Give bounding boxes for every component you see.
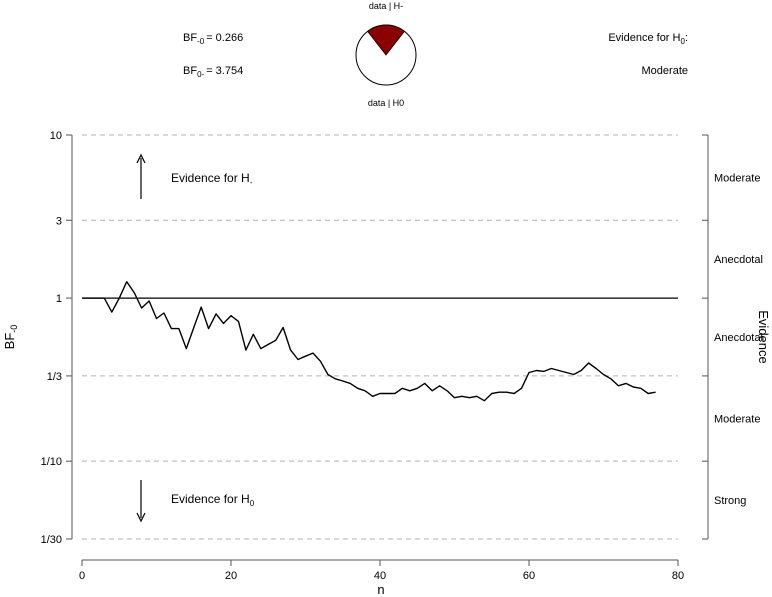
y-tick-label: 1 bbox=[56, 293, 62, 305]
evidence-for-h0-annotation: Evidence for H0 bbox=[171, 492, 255, 508]
y-tick-label: 3 bbox=[56, 215, 62, 227]
y-axis: 10 3 1 1/3 1/10 1/30 bbox=[41, 130, 73, 546]
x-tick-label: 80 bbox=[672, 570, 684, 582]
pie-slice-h-minus bbox=[367, 24, 405, 56]
bf10-line: BF-0 = 0.266 bbox=[183, 32, 243, 46]
evidence-strength: Moderate bbox=[642, 65, 688, 77]
x-tick-label: 20 bbox=[225, 570, 237, 582]
y-tick-label: 1/10 bbox=[41, 456, 62, 468]
right-axis-title: Evidence bbox=[756, 310, 771, 363]
arrow-down-icon bbox=[136, 480, 146, 523]
bf01-line: BF0- = 3.754 bbox=[183, 65, 243, 79]
y-tick-label: 1/3 bbox=[47, 371, 62, 383]
x-tick-label: 40 bbox=[374, 570, 386, 582]
x-axis: 0 20 40 60 80 bbox=[79, 559, 684, 582]
x-tick-label: 60 bbox=[523, 570, 535, 582]
evidence-for-label: Evidence for H0: bbox=[608, 32, 688, 46]
pie-top-label: data | H- bbox=[369, 1, 403, 11]
x-axis-title: n bbox=[377, 582, 384, 597]
y-axis-title: BF-0 bbox=[2, 325, 19, 350]
arrow-up-icon bbox=[136, 153, 146, 199]
evidence-for-h-minus-annotation: Evidence for H- bbox=[171, 171, 253, 187]
evidence-zone-label: Moderate bbox=[714, 414, 760, 426]
x-tick-label: 0 bbox=[79, 570, 85, 582]
evidence-zone-label: Strong bbox=[714, 495, 746, 507]
y-tick-label: 10 bbox=[50, 130, 62, 142]
bf-series-line bbox=[82, 281, 656, 402]
y-tick-label: 1/30 bbox=[41, 534, 62, 546]
evidence-zone-label: Anecdotal bbox=[714, 254, 763, 266]
evidence-zone-label: Moderate bbox=[714, 173, 760, 185]
dashed-evidence-lines bbox=[82, 134, 678, 540]
pie-bottom-label: data | H0 bbox=[368, 98, 404, 108]
evidence-zone-label: Anecdotal bbox=[714, 332, 763, 344]
right-evidence-axis: Moderate Anecdotal Anecdotal Moderate Strong bbox=[702, 134, 763, 540]
